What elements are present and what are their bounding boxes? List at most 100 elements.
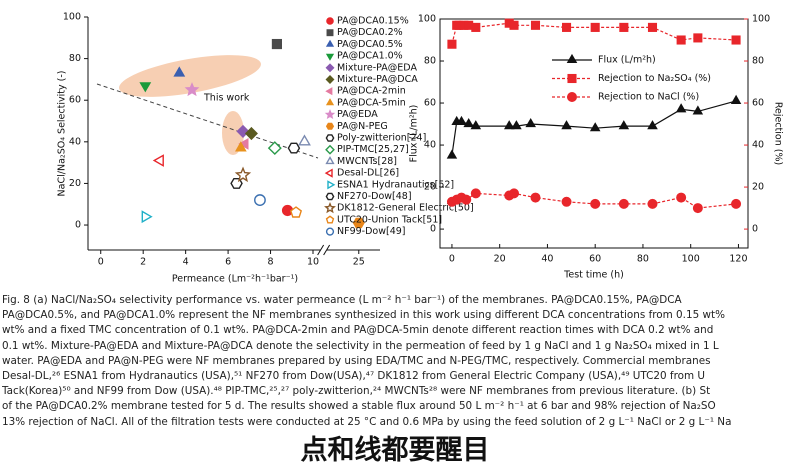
legend-label: PA@DCA0.2%: [337, 27, 403, 38]
legend-label: NF270-Dow[48]: [337, 191, 412, 202]
legend-label: Rejection to NaCl (%): [598, 92, 699, 103]
x-tick-label: 25: [353, 257, 365, 268]
y-tick-label: 60: [424, 98, 436, 109]
marker: [244, 126, 258, 141]
marker: [692, 105, 704, 115]
marker: [152, 154, 164, 167]
legend-label: PIP-TMC[25,27]: [337, 144, 409, 155]
legend-marker: [327, 180, 336, 190]
marker: [676, 35, 686, 45]
legend-label: PA@DCA1.0%: [337, 51, 403, 62]
marker: [730, 94, 742, 104]
caption: Fig. 8 (a) NaCl/Na₂SO₄ selectivity perfo…: [2, 293, 790, 430]
marker: [561, 120, 572, 130]
legend-label: PA@N-PEG: [337, 121, 388, 132]
legend-label: Rejection to Na₂SO₄ (%): [598, 73, 711, 84]
legend-marker: [325, 215, 335, 224]
caption-line: 13% rejection of NaCl. All of the filtra…: [2, 415, 732, 428]
x-axis-label: Test time (h): [563, 270, 624, 281]
y-tick-label: 80: [69, 53, 81, 64]
marker: [447, 39, 457, 49]
marker: [589, 122, 601, 132]
legend-marker: [325, 134, 335, 142]
legend-label: NF99-Dow[49]: [337, 226, 406, 237]
legend-marker: [326, 29, 334, 37]
plot-frame: [439, 18, 749, 249]
y-tick-label: 100: [418, 14, 436, 25]
marker: [234, 166, 252, 183]
caption-line: PA@DCA0.5%, and PA@DCA1.0% represent the…: [2, 309, 725, 322]
legend-marker: [325, 75, 335, 84]
x-tick-label: 0: [98, 257, 104, 268]
y2-tick-label: 60: [752, 98, 764, 109]
legend-label: Mixture-PA@DCA: [337, 74, 418, 85]
axis-break: [323, 244, 331, 256]
y2-tick-label: 0: [752, 224, 758, 235]
annotation: This work: [203, 93, 250, 104]
legend-marker: [324, 202, 336, 214]
marker: [470, 120, 482, 130]
legend-marker: [325, 53, 335, 61]
legend-label: PA@DCA0.5%: [337, 39, 403, 50]
marker: [271, 38, 282, 50]
caption-line: water. PA@EDA and PA@N-PEG were NF membr…: [2, 354, 711, 367]
marker: [254, 194, 266, 206]
marker: [470, 188, 481, 199]
marker: [298, 134, 311, 146]
legend-label: ESNA1 Hydranautics[52]: [337, 179, 454, 190]
marker: [289, 206, 303, 218]
legend-marker: [325, 227, 335, 236]
caption-line: Desal-DL,²⁶ ESNA1 from Hydranautics (USA…: [2, 370, 706, 383]
y-tick-label: 40: [69, 136, 81, 147]
marker: [461, 194, 472, 205]
marker: [676, 192, 687, 203]
marker: [731, 35, 741, 45]
marker: [511, 120, 522, 130]
legend-marker: [325, 98, 335, 106]
x-tick-label: 100: [682, 254, 700, 265]
marker: [590, 22, 600, 32]
marker: [446, 149, 458, 159]
y-tick-label: 20: [69, 178, 81, 189]
x-tick-label: 0: [449, 254, 455, 265]
marker: [618, 120, 630, 130]
legend-marker: [324, 168, 333, 178]
series-line: [451, 22, 737, 45]
marker: [562, 22, 572, 32]
trend-line: [96, 83, 319, 159]
axis-break: [317, 244, 325, 256]
marker: [675, 103, 687, 113]
marker: [235, 141, 247, 152]
x-tick-label: 40: [541, 254, 553, 265]
x-tick-label: 10: [307, 257, 319, 268]
legend-label: PA@EDA: [337, 109, 378, 120]
marker: [647, 120, 658, 130]
y-tick-label: 0: [430, 224, 436, 235]
legend-marker: [325, 39, 335, 47]
legend-marker: [567, 92, 578, 103]
legend-marker: [325, 192, 335, 201]
marker: [619, 22, 629, 32]
marker: [456, 115, 467, 125]
y-axis-label: Flux (L/m²h): [409, 105, 420, 163]
marker: [463, 117, 474, 128]
legend-marker: [326, 17, 334, 25]
x-tick-label: 2: [140, 257, 146, 268]
marker: [352, 217, 365, 229]
x-tick-label: 120: [729, 254, 747, 265]
marker: [509, 188, 520, 199]
marker: [525, 118, 536, 128]
legend-label: DK1812-General Electric[50]: [337, 203, 474, 214]
legend-marker: [566, 53, 578, 63]
y-tick-label: 0: [75, 220, 81, 231]
legend-label: Mixture-PA@EDA: [337, 62, 417, 73]
legend-marker: [325, 63, 335, 73]
marker: [184, 82, 200, 97]
y2-tick-label: 40: [752, 140, 764, 151]
legend-label: MWCNTs[28]: [337, 156, 397, 167]
caption-line: wt% and a fixed TMC concentration of 0.1…: [2, 324, 714, 337]
y2-tick-label: 80: [752, 56, 764, 67]
y2-tick-label: 100: [752, 14, 770, 25]
figure: 0 20 40 60 80 100 0 2 4 6 8 10 25 Permeance (Lm⁻²h⁻¹b…: [57, 12, 784, 285]
y-tick-label: 60: [69, 95, 81, 106]
